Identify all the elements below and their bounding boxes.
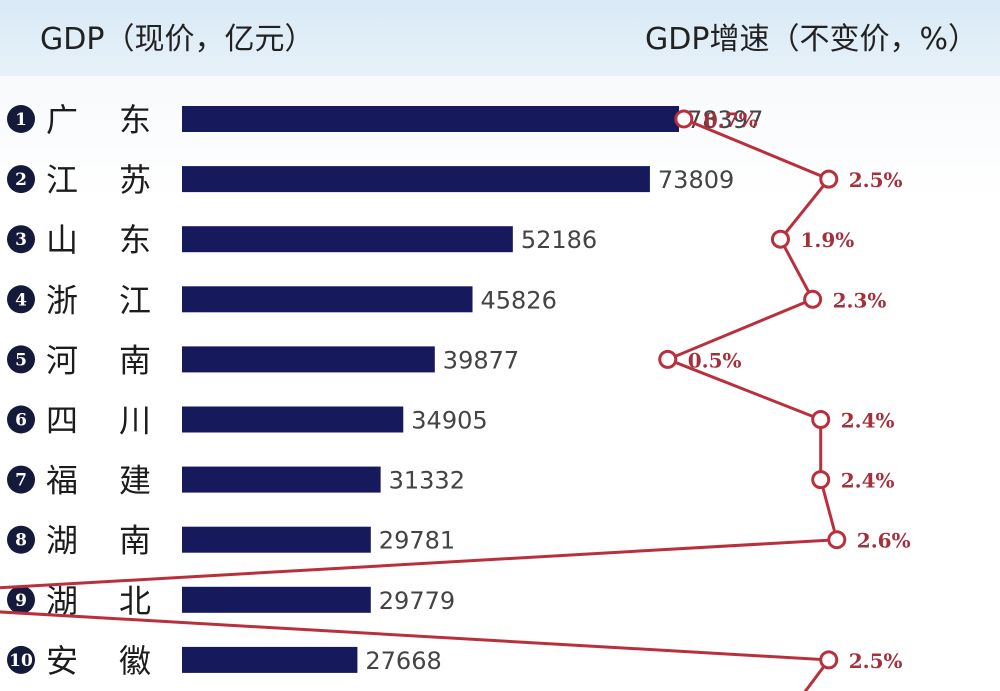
- gdp-bar: [182, 166, 650, 193]
- gdp-bar: [182, 226, 513, 253]
- growth-value-label: 2.5%: [849, 168, 903, 192]
- rank-number: 8: [15, 531, 27, 551]
- growth-point: [819, 650, 839, 670]
- rank-badge: [7, 105, 35, 133]
- gdp-bar: [182, 586, 371, 613]
- growth-point: [770, 229, 790, 249]
- rows-layer: 1 广东 783972 江苏 738093 山东 521864 浙江 458265 河南 39877…: [7, 101, 763, 680]
- gdp-value-label: 31332: [389, 467, 465, 495]
- growth-value-label: 0.7%: [704, 108, 758, 132]
- left-header: GDP（现价，亿元）: [40, 22, 314, 57]
- province-label: 东: [119, 221, 151, 259]
- growth-value-label: 2.4%: [841, 409, 895, 433]
- rank-number: 2: [15, 170, 27, 190]
- province-label: 浙: [46, 281, 78, 319]
- growth-value-label: 2.5%: [849, 649, 903, 673]
- gdp-bar: [182, 406, 404, 433]
- growth-point: [658, 349, 678, 369]
- growth-point: [811, 410, 831, 429]
- growth-point: [674, 109, 694, 129]
- rank-badge: [7, 165, 35, 194]
- province-label: 徽: [119, 642, 151, 680]
- province-label: 四: [46, 402, 78, 440]
- gdp-value-label: 73809: [658, 166, 734, 194]
- rank-badge: [7, 525, 35, 554]
- province-label: 江: [46, 161, 78, 199]
- gdp-value-label: 29781: [379, 527, 455, 555]
- rank-number: 7: [15, 471, 27, 491]
- province-label: 建: [119, 462, 151, 500]
- province-label: 苏: [119, 161, 151, 199]
- gdp-bar: [182, 526, 371, 553]
- province-label: 湖: [46, 522, 78, 560]
- growth-point: [827, 530, 847, 550]
- rank-badge: [7, 225, 35, 254]
- growth-point: [811, 470, 831, 490]
- rank-badge: [7, 345, 35, 374]
- rank-badge: [7, 465, 35, 494]
- gdp-value-label: 52186: [521, 226, 597, 254]
- province-label: 川: [119, 402, 151, 440]
- rank-number: 6: [15, 411, 27, 431]
- province-label: 北: [119, 582, 151, 620]
- gdp-value-label: 39877: [443, 346, 519, 374]
- rank-badge: [7, 645, 35, 674]
- gdp-bar: [182, 646, 358, 673]
- header-band: [0, 0, 1000, 76]
- right-header: GDP增速（不变价，%）: [645, 22, 978, 57]
- rank-number: 5: [15, 350, 27, 370]
- province-label: 南: [119, 341, 151, 379]
- province-label: 东: [119, 101, 151, 139]
- gdp-bar: [182, 106, 679, 132]
- gdp-value-label: 45826: [481, 286, 557, 314]
- growth-value-label: 2.3%: [833, 288, 887, 312]
- gdp-value-label: 29779: [379, 587, 455, 615]
- growth-value-label: 1.9%: [800, 228, 854, 252]
- rank-badge: [7, 285, 35, 314]
- gdp-bar: [182, 466, 381, 493]
- province-label: 河: [46, 341, 78, 379]
- gdp-value-label: 34905: [411, 407, 487, 435]
- province-label: 江: [119, 281, 151, 319]
- rank-number: 4: [15, 290, 27, 310]
- province-label: 南: [119, 522, 151, 560]
- gdp-bar: [182, 286, 473, 313]
- rank-number: 3: [15, 230, 27, 250]
- rank-number: 10: [9, 651, 33, 671]
- province-label: 广: [46, 101, 78, 139]
- rank-badge: [7, 585, 35, 614]
- province-label: 安: [46, 642, 78, 680]
- gdp-value-label: 78397: [687, 106, 763, 134]
- rank-number: 1: [15, 110, 27, 130]
- growth-point: [819, 169, 839, 189]
- growth-layer: 0.7%2.5%1.9%2.3%0.5%2.4%2.4%2.6%−10.4%2.…: [0, 108, 911, 691]
- province-label: 山: [46, 221, 78, 259]
- gdp-value-label: 27668: [365, 647, 441, 675]
- rank-number: 9: [15, 591, 27, 611]
- growth-value-label: 2.6%: [857, 529, 911, 553]
- growth-point: [803, 289, 823, 309]
- gdp-bar: [182, 346, 435, 373]
- province-label: 福: [46, 462, 78, 500]
- rank-badge: [7, 405, 35, 434]
- growth-value-label: 0.5%: [688, 348, 742, 372]
- growth-value-label: 2.4%: [841, 469, 895, 493]
